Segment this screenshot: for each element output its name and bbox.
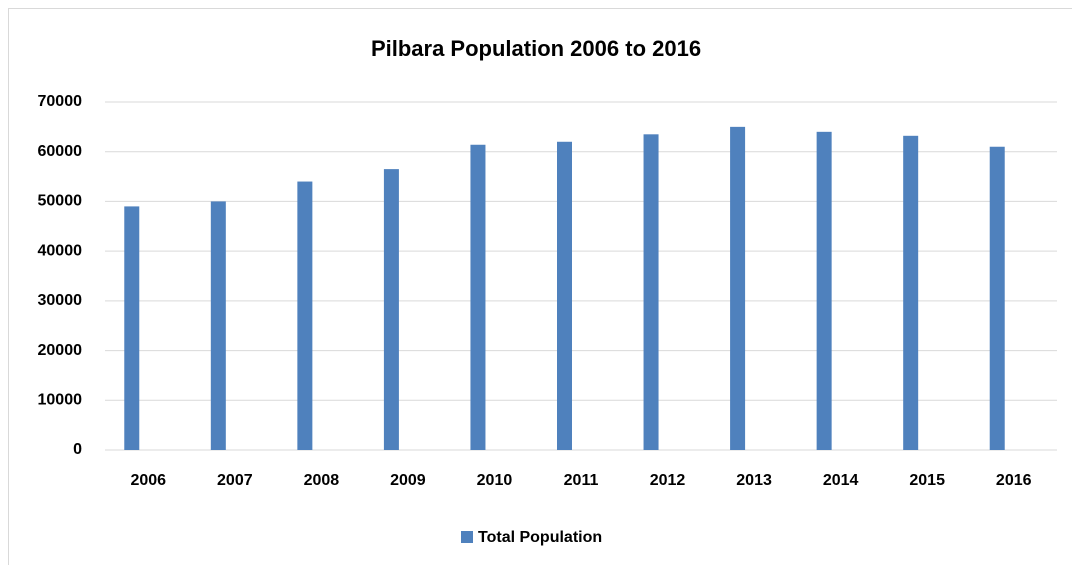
x-tick-label: 2016	[996, 472, 1032, 489]
bar	[816, 131, 832, 451]
bar	[643, 134, 659, 451]
x-tick-label: 2015	[909, 472, 945, 489]
chart-border	[8, 8, 1072, 565]
bar	[989, 146, 1005, 450]
bar	[297, 181, 313, 451]
x-tick-label: 2014	[823, 472, 859, 489]
bar	[903, 135, 919, 450]
bar	[557, 141, 572, 450]
x-tick-label: 2009	[390, 472, 426, 489]
y-tick-label: 30000	[38, 292, 83, 309]
y-tick-label: 50000	[38, 193, 83, 210]
bar	[730, 126, 746, 450]
legend-label: Total Population	[478, 529, 602, 546]
x-tick-label: 2012	[650, 472, 686, 489]
bar	[470, 144, 486, 451]
x-tick-label: 2006	[130, 472, 166, 489]
x-tick-label: 2011	[564, 472, 599, 489]
y-tick-label: 40000	[38, 242, 83, 259]
x-tick-label: 2007	[217, 472, 253, 489]
y-tick-label: 0	[73, 441, 82, 458]
x-tick-label: 2008	[304, 472, 340, 489]
y-tick-label: 60000	[38, 143, 83, 160]
y-tick-label: 70000	[38, 93, 83, 110]
bar	[383, 169, 399, 450]
y-tick-label: 20000	[38, 342, 83, 359]
y-tick-label: 10000	[38, 392, 83, 409]
chart-title: Pilbara Population 2006 to 2016	[371, 36, 701, 61]
x-tick-label: 2013	[736, 472, 772, 489]
bar	[210, 201, 226, 450]
bar	[124, 206, 140, 450]
x-tick-label: 2010	[477, 472, 513, 489]
legend-swatch	[461, 531, 473, 543]
